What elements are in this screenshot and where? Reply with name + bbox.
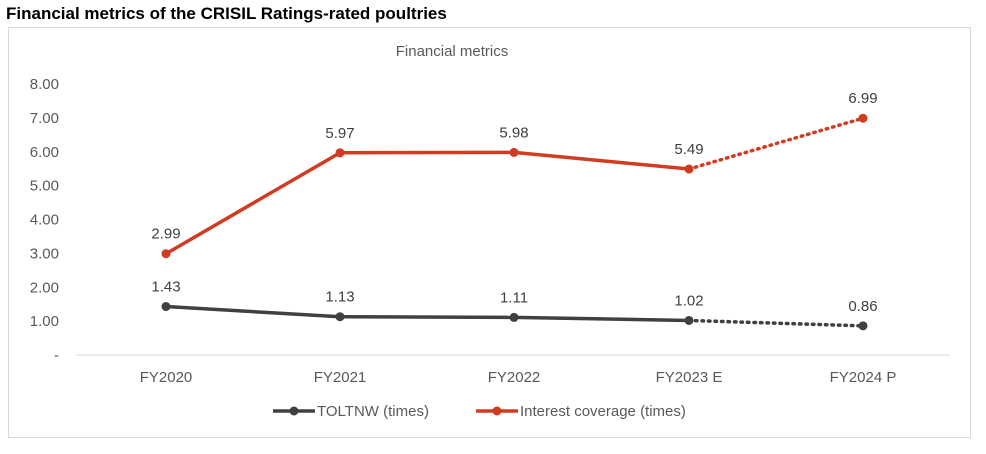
- series-line-segment: [165, 304, 341, 319]
- legend-label: Interest coverage (times): [520, 403, 686, 420]
- page-title: Financial metrics of the CRISIL Ratings-…: [6, 4, 447, 23]
- y-tick-label: 3.00: [30, 245, 59, 262]
- data-label: 5.98: [499, 124, 528, 141]
- y-tick-label: -: [54, 347, 59, 364]
- data-label: 2.99: [151, 226, 180, 243]
- series-interest-coverage: 2.99 5.97 5.98 5.49 6.99: [151, 90, 878, 259]
- legend-label: TOLTNW (times): [317, 403, 429, 420]
- legend-point-marker: [492, 406, 502, 416]
- series-line-segment: [165, 151, 341, 256]
- data-label: 1.13: [325, 289, 354, 306]
- series-line-segment: [513, 150, 690, 171]
- y-tick-label: 4.00: [30, 212, 59, 229]
- data-point[interactable]: [858, 113, 868, 123]
- y-tick-label: 5.00: [30, 178, 59, 195]
- series-line-dotted-segment: [687, 318, 865, 328]
- data-point[interactable]: [335, 312, 345, 322]
- data-label: 1.02: [674, 292, 703, 309]
- series-line-dotted-segment: [687, 116, 865, 171]
- y-tick-label: 1.00: [30, 313, 59, 330]
- x-tick-label: FY2023 E: [656, 369, 723, 386]
- data-point[interactable]: [858, 321, 868, 331]
- data-label: 6.99: [848, 90, 877, 107]
- y-tick-label: 7.00: [30, 110, 59, 127]
- y-tick-label: 2.00: [30, 279, 59, 296]
- legend-point-marker: [289, 406, 299, 416]
- data-point[interactable]: [509, 312, 519, 322]
- series-layer: 1.43 1.13 1.11 1.02 0.86 2.99 5.97 5.98 5.49 6.99: [151, 90, 878, 331]
- x-tick-label: FY2021: [314, 369, 367, 386]
- data-label: 5.49: [674, 141, 703, 158]
- x-axis: FY2020 FY2021 FY2022 FY2023 E FY2024 P: [140, 369, 897, 386]
- y-tick-label: 6.00: [30, 144, 59, 161]
- data-label: 1.43: [151, 279, 180, 296]
- data-point[interactable]: [684, 164, 694, 174]
- data-point[interactable]: [161, 249, 171, 259]
- x-tick-label: FY2024 P: [830, 369, 897, 386]
- data-label: 5.97: [325, 125, 354, 142]
- y-axis: - 1.00 2.00 3.00 4.00 5.00 6.00 7.00 8.00: [30, 76, 59, 364]
- data-label: 0.86: [848, 298, 877, 315]
- chart-title: Financial metrics: [396, 43, 509, 60]
- series-toltnw: 1.43 1.13 1.11 1.02 0.86: [151, 279, 878, 331]
- x-tick-label: FY2022: [488, 369, 541, 386]
- legend-item[interactable]: TOLTNW (times): [273, 403, 429, 420]
- data-point[interactable]: [509, 147, 519, 157]
- data-point[interactable]: [335, 148, 345, 158]
- data-point[interactable]: [161, 302, 171, 312]
- data-label: 1.11: [500, 289, 528, 306]
- legend-item[interactable]: Interest coverage (times): [476, 403, 686, 420]
- y-tick-label: 8.00: [30, 76, 59, 93]
- x-tick-label: FY2020: [140, 369, 193, 386]
- legend: TOLTNW (times) Interest coverage (times): [273, 403, 686, 420]
- series-line-segment: [513, 315, 690, 323]
- chart-frame: [8, 27, 971, 438]
- series-line-segment: [339, 314, 515, 320]
- data-point[interactable]: [684, 315, 694, 325]
